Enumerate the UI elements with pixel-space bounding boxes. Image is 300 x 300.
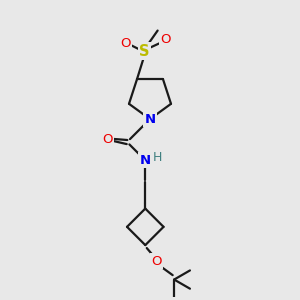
Text: S: S (139, 44, 150, 59)
Text: H: H (153, 152, 162, 164)
Text: N: N (144, 112, 156, 126)
Text: O: O (151, 255, 162, 268)
Text: N: N (140, 154, 151, 167)
Text: O: O (160, 34, 171, 46)
Text: O: O (120, 37, 130, 50)
Text: O: O (103, 133, 113, 146)
